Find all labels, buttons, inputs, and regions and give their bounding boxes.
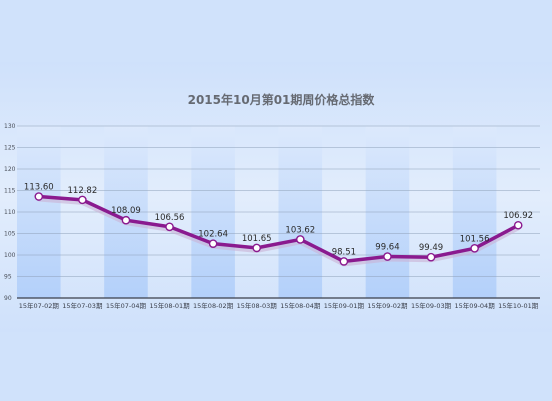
y-tick-label: 95 [4, 274, 12, 281]
x-tick-label: 15年08-01期 [149, 301, 190, 310]
chart-title: 2015年10月第01期周价格总指数 [188, 92, 376, 107]
data-point [339, 257, 349, 266]
data-label: 99.64 [375, 243, 399, 253]
x-tick-label: 15年09-03期 [411, 301, 452, 310]
y-tick-label: 130 [4, 123, 16, 130]
data-point [34, 192, 44, 201]
series-line-group [34, 192, 523, 267]
data-label: 102.64 [198, 230, 228, 240]
grid-lines [17, 125, 540, 299]
data-point [121, 215, 131, 225]
y-tick-label: 125 [4, 145, 16, 152]
data-label: 106.92 [503, 211, 533, 221]
y-tick-label: 120 [4, 166, 16, 173]
data-point [295, 235, 305, 244]
y-tick-label: 115 [4, 188, 16, 195]
data-label: 112.82 [68, 186, 98, 196]
series-line-shadow [38, 195, 520, 267]
data-point [165, 222, 174, 232]
data-label: 113.60 [24, 183, 54, 193]
data-point [426, 252, 436, 262]
data-label: 99.49 [419, 243, 443, 253]
x-tick-label: 15年08-04期 [280, 301, 321, 310]
data-point [252, 243, 262, 253]
y-axis-ticks: 90 95 100 105 110 115 120 125 130 [4, 123, 16, 302]
data-point [470, 243, 479, 253]
data-label: 98.51 [332, 247, 356, 257]
x-axis-ticks: 15年07-02期 15年07-03期 15年07-04期 15年08-01期 15年0… [19, 301, 539, 310]
x-tick-label: 15年08-03期 [237, 301, 278, 310]
data-labels: 113.60 112.82 108.09 106.56 102.64 101.65 103.… [24, 183, 533, 258]
y-tick-label: 110 [4, 209, 16, 216]
data-label: 103.62 [285, 225, 315, 235]
x-tick-label: 15年10-01期 [498, 301, 539, 310]
x-tick-label: 15年08-02期 [193, 301, 234, 310]
data-point [78, 195, 87, 205]
data-point [383, 252, 392, 261]
x-tick-label: 15年09-02期 [367, 301, 408, 310]
y-tick-label: 100 [4, 252, 16, 259]
x-tick-label: 15年07-02期 [19, 301, 60, 310]
series-line [38, 194, 520, 264]
x-tick-label: 15年07-03期 [62, 301, 103, 310]
x-tick-label: 15年09-04期 [455, 301, 496, 310]
x-tick-label: 15年07-04期 [106, 301, 147, 310]
data-point [208, 239, 218, 248]
data-point [513, 220, 523, 230]
data-label: 101.65 [242, 234, 272, 244]
x-tick-label: 15年09-01期 [324, 301, 365, 310]
data-label: 106.56 [155, 213, 185, 223]
y-tick-label: 90 [4, 295, 12, 302]
y-tick-label: 105 [4, 231, 16, 238]
data-label: 108.09 [111, 206, 141, 216]
data-label: 101.56 [460, 234, 490, 244]
